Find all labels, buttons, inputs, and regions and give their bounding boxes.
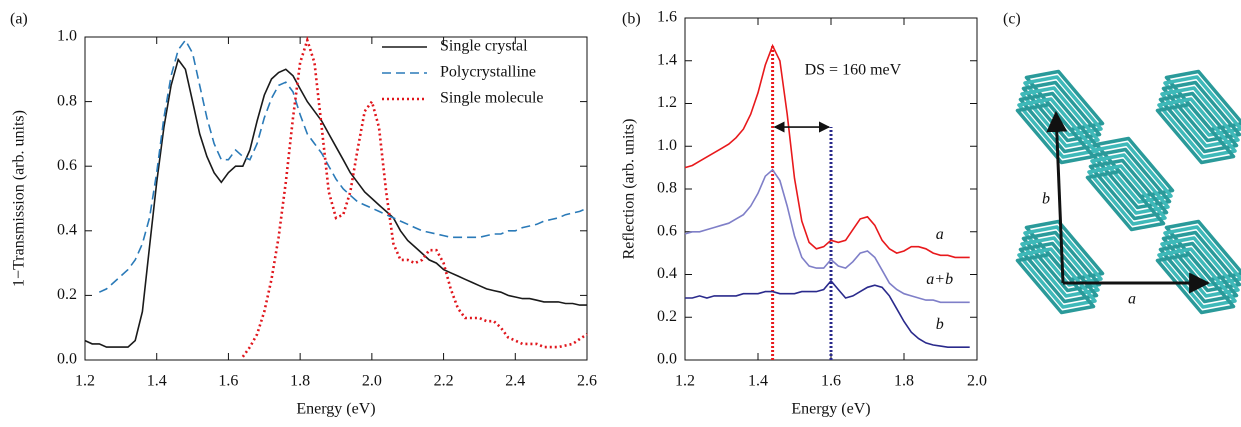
molecule-plate [1017,247,1097,309]
x-tick-label: 2.6 [577,373,597,390]
x-tick-label: 2.0 [362,373,382,390]
series-line [241,35,588,358]
molecule-plate [1020,236,1100,298]
x-tick-label: 2.0 [967,373,987,390]
y-tick-label: 0.6 [657,222,677,239]
y-tick-label: 0.8 [57,92,77,109]
molecule-plate [1161,80,1241,143]
molecule-plate [1160,86,1240,148]
y-tick-label: 0.0 [657,351,677,368]
x-tick-label: 1.2 [75,373,95,390]
y-tick-label: 0.2 [57,286,77,303]
axis-arrow [1046,110,1068,284]
series-label: a [936,226,944,243]
y-tick-label: 0.6 [57,157,77,174]
y-tick-label: 1.6 [657,9,677,26]
molecule-plate [1090,153,1170,215]
x-tick-label: 2.4 [505,373,525,390]
y-tick-label: 1.2 [657,94,677,111]
molecule-plate [1088,158,1169,221]
x-axis-title: Energy (eV) [791,401,870,418]
y-tick-label: 0.4 [57,221,77,238]
molecule-plate [1157,97,1237,159]
y-tick-label: 1.0 [657,137,677,154]
series-label: a+b [926,271,953,288]
molecule-plate [1158,91,1239,154]
y-tick-label: 0.2 [657,308,677,325]
panel-label: (a) [10,11,28,28]
panel-label: (b) [622,11,641,28]
molecule-plate [1155,252,1236,315]
molecule-plate [1015,252,1096,315]
x-tick-label: 1.8 [290,373,310,390]
annotation: DS = 160 meV [805,62,902,79]
molecule-plate [1093,142,1173,204]
x-tick-label: 1.8 [894,373,914,390]
molecule-plate [1155,102,1236,165]
y-tick-label: 1.4 [657,51,677,68]
series-line [684,168,970,304]
series-line [84,57,587,348]
x-tick-label: 1.2 [675,373,695,390]
series-label: b [936,316,944,333]
molecule-plate [1018,241,1099,304]
crystal-diagram [1015,69,1241,315]
molecule-plate [1157,247,1237,309]
legend-label: Polycrystalline [440,64,536,81]
x-tick-label: 1.4 [147,373,167,390]
legend-label: Single crystal [440,38,528,55]
molecule-plate [1163,75,1241,137]
molecule-plate [1087,164,1167,226]
molecule-plate [1085,169,1166,232]
x-tick-label: 1.6 [821,373,841,390]
molecule-plate [1023,225,1103,287]
y-tick-label: 0.4 [657,265,677,282]
y-axis-title: Reflection (arb. units) [621,119,638,260]
y-tick-label: 0.8 [657,180,677,197]
legend-label: Single molecule [440,90,544,107]
panel-label: (c) [1003,11,1021,28]
y-tick-label: 1.0 [57,28,77,45]
series-line [684,43,970,259]
x-tick-label: 2.2 [434,373,454,390]
molecule-plate [1091,147,1172,210]
axis-name: a [1128,291,1136,308]
plot-frame [84,36,588,361]
series-line [98,38,588,293]
series-line [685,279,970,348]
molecule-plate [1163,225,1241,287]
x-axis-title: Energy (eV) [296,401,375,418]
x-tick-label: 1.4 [748,373,768,390]
x-tick-label: 1.6 [218,373,238,390]
y-tick-label: 0.0 [57,351,77,368]
axis-name: b [1042,191,1050,208]
y-axis-title: 1−Transmission (arb. units) [11,110,28,287]
